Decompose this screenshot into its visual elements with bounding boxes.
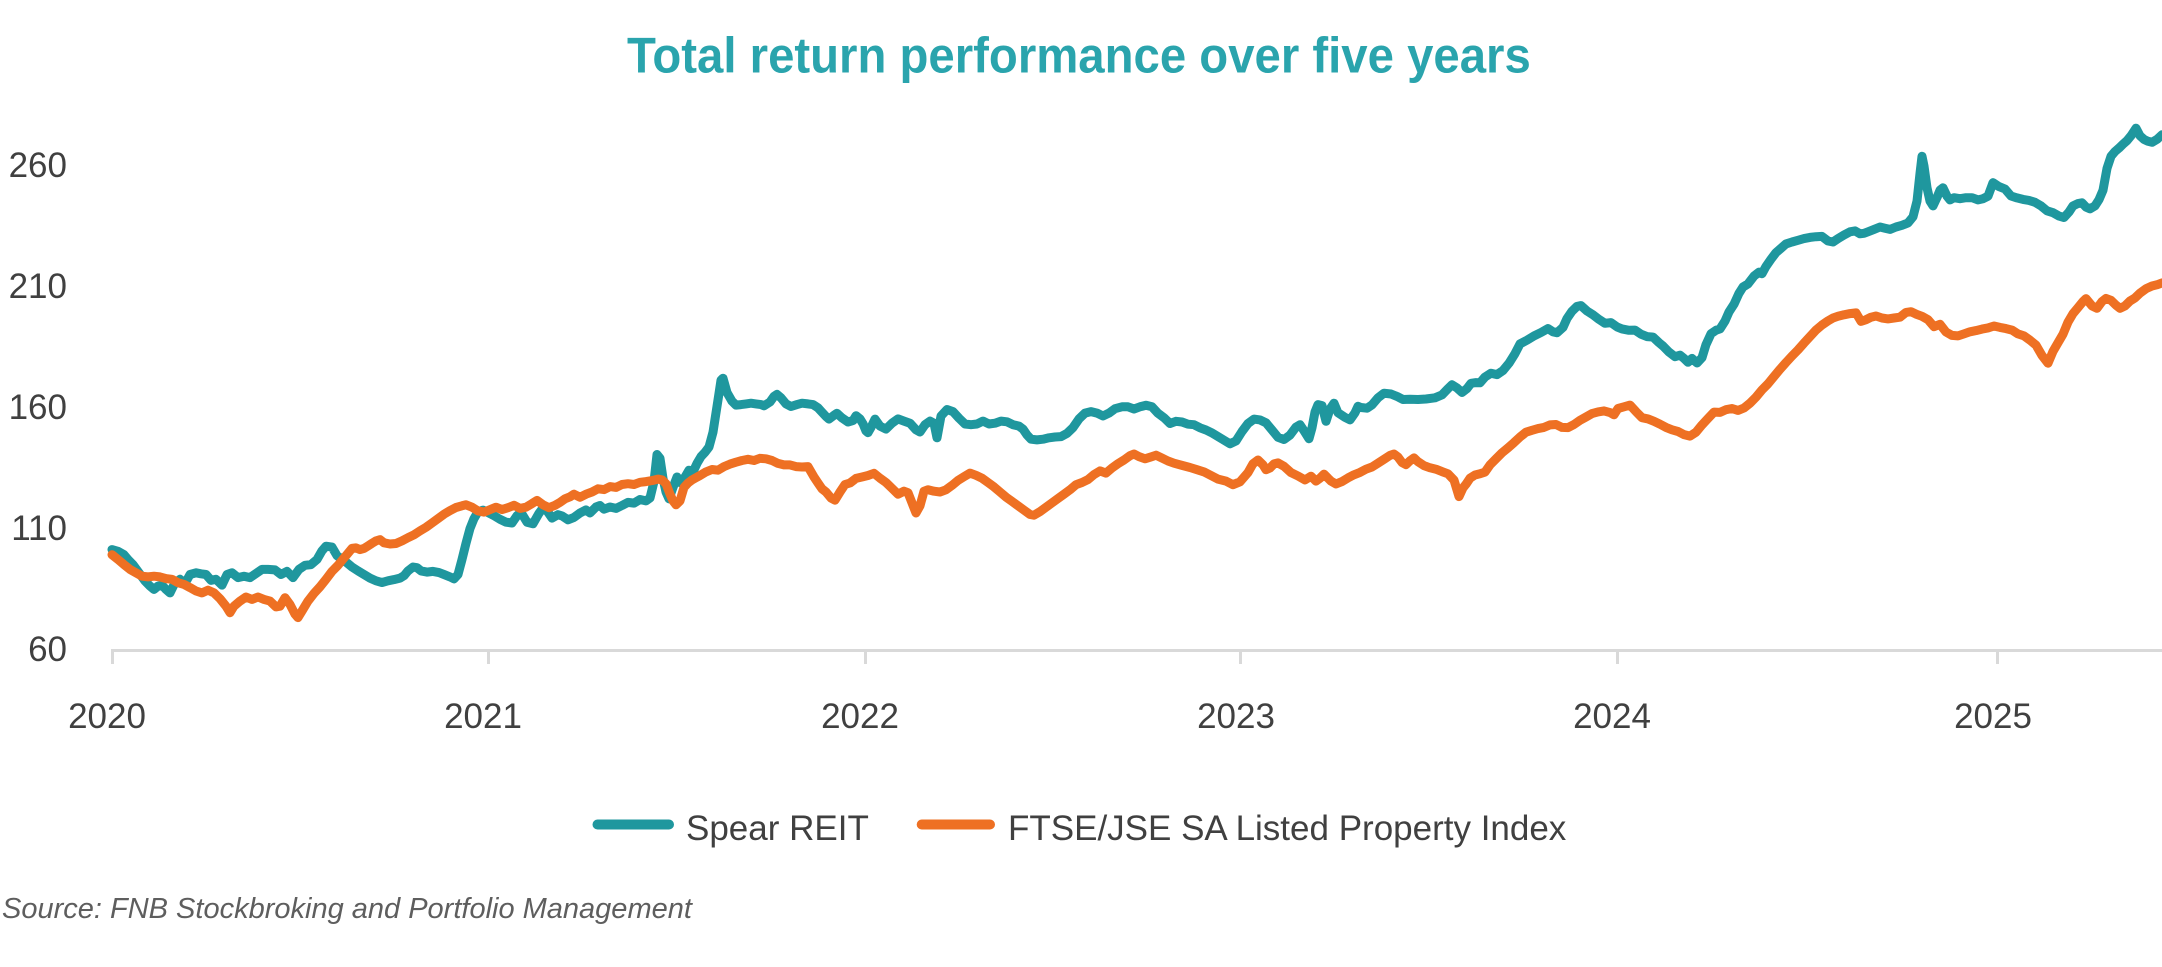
svg-text:2021: 2021 (444, 697, 522, 736)
svg-text:160: 160 (9, 388, 67, 427)
svg-text:60: 60 (28, 630, 67, 669)
svg-text:210: 210 (9, 267, 67, 306)
svg-text:110: 110 (11, 509, 67, 548)
svg-text:2022: 2022 (821, 697, 899, 736)
svg-text:260: 260 (9, 146, 67, 185)
svg-text:FTSE/JSE SA Listed Property In: FTSE/JSE SA Listed Property Index (1008, 809, 1567, 848)
svg-text:2020: 2020 (68, 697, 146, 736)
svg-text:Total return performance over: Total return performance over five years (627, 28, 1531, 83)
svg-text:Spear REIT: Spear REIT (686, 809, 869, 848)
svg-text:Source: FNB Stockbroking and P: Source: FNB Stockbroking and Portfolio M… (2, 893, 694, 925)
svg-text:2023: 2023 (1197, 697, 1275, 736)
svg-text:2024: 2024 (1573, 697, 1651, 736)
svg-text:2025: 2025 (1954, 697, 2032, 736)
